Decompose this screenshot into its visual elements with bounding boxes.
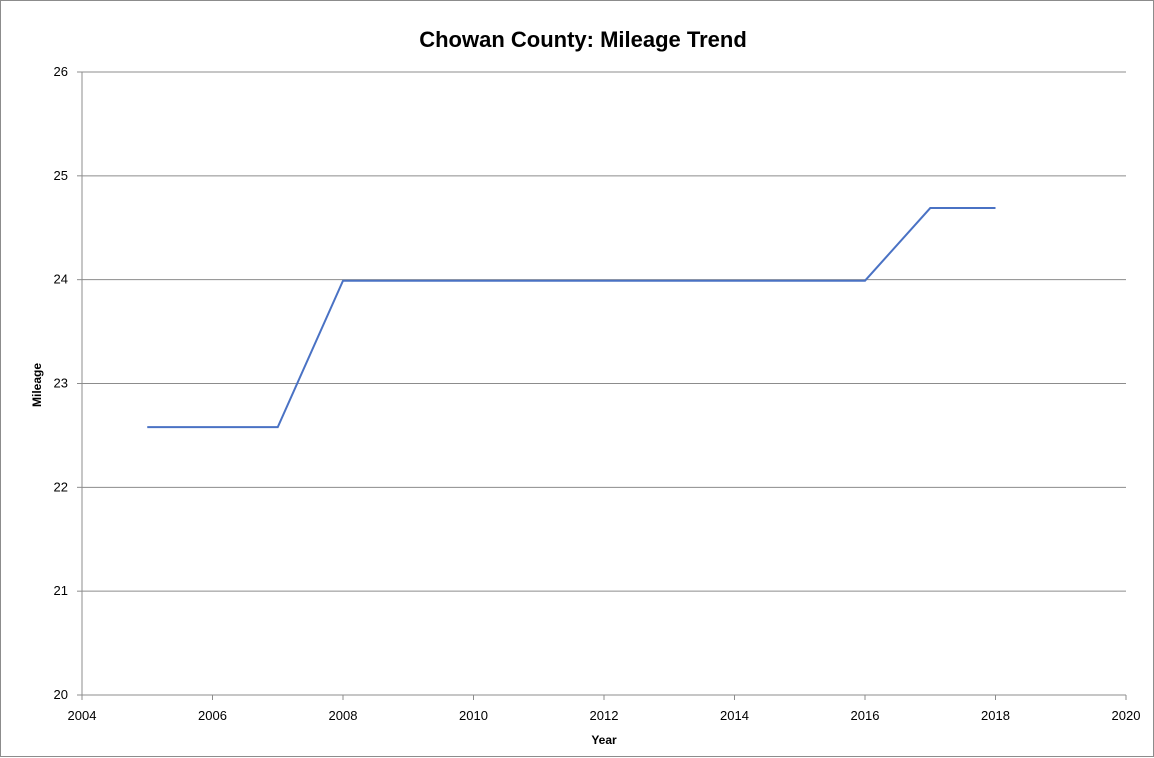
axis-layer	[77, 72, 1126, 700]
y-tick-label: 26	[54, 64, 68, 79]
y-tick-label: 25	[54, 168, 68, 183]
grid-layer	[82, 72, 1126, 591]
y-axis-title: Mileage	[30, 363, 44, 407]
x-tick-label: 2008	[329, 708, 358, 723]
y-tick-label: 20	[54, 687, 68, 702]
y-tick-label: 21	[54, 583, 68, 598]
x-tick-label: 2014	[720, 708, 749, 723]
tick-layer: 20 21 22 23 24 25 26 2004 2006 2008 2010 2012 2014 20…	[54, 64, 1141, 723]
y-tick-label: 24	[54, 272, 68, 287]
y-tick-label: 23	[54, 376, 68, 391]
series-layer	[147, 208, 995, 427]
x-tick-label: 2006	[198, 708, 227, 723]
x-tick-label: 2004	[68, 708, 97, 723]
x-tick-label: 2018	[981, 708, 1010, 723]
y-tick-label: 22	[54, 479, 68, 494]
series-line	[147, 208, 995, 427]
chart-title: Chowan County: Mileage Trend	[419, 27, 747, 52]
x-tick-label: 2016	[851, 708, 880, 723]
x-tick-label: 2012	[590, 708, 619, 723]
x-tick-label: 2010	[459, 708, 488, 723]
x-axis-title: Year	[591, 733, 617, 747]
x-tick-label: 2020	[1112, 708, 1141, 723]
